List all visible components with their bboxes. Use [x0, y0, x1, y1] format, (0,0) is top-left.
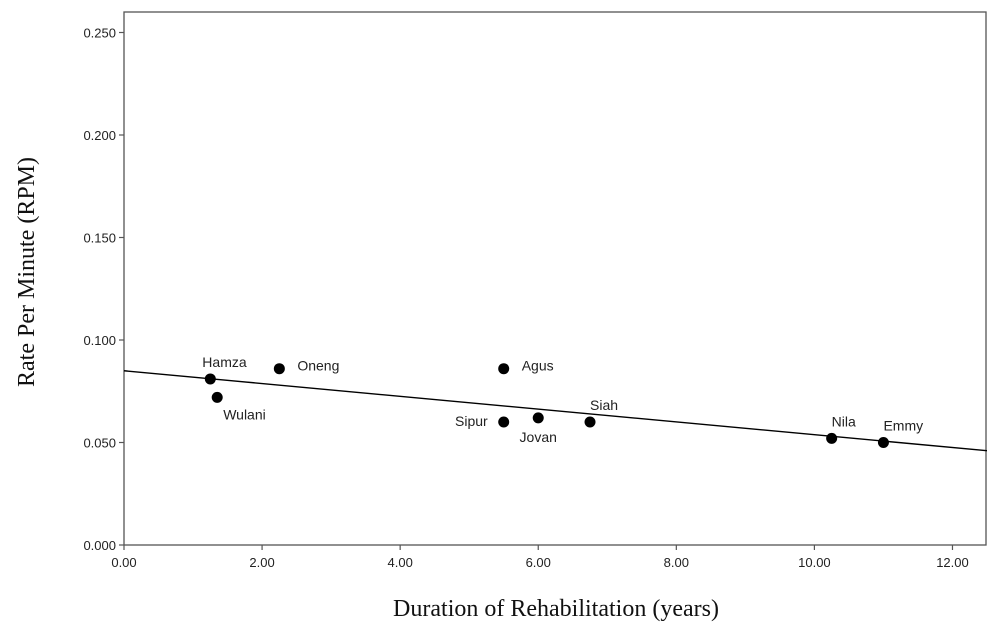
- point-label: Emmy: [883, 418, 923, 434]
- point-label: Oneng: [297, 358, 339, 374]
- x-axis: 0.00 2.00 4.00 6.00 8.00 10.00 12.00: [111, 545, 969, 570]
- y-tick-label: 0.000: [83, 538, 116, 553]
- point-label: Agus: [522, 358, 554, 374]
- point-label: Wulani: [223, 406, 266, 422]
- data-point: [532, 412, 544, 424]
- y-axis: 0.000 0.050 0.100 0.150 0.200 0.250: [83, 26, 124, 553]
- data-point: [273, 363, 285, 375]
- x-tick-label: 2.00: [249, 555, 274, 570]
- y-tick-label: 0.250: [83, 26, 116, 41]
- x-tick-label: 10.00: [798, 555, 831, 570]
- y-axis-title: Rate Per Minute (RPM): [14, 157, 40, 387]
- data-point: [498, 363, 510, 375]
- y-tick-label: 0.050: [83, 436, 116, 451]
- plot-border: [123, 11, 987, 546]
- x-tick-label: 0.00: [111, 555, 136, 570]
- data-point: [211, 391, 223, 403]
- x-tick-label: 4.00: [388, 555, 413, 570]
- point-label: Sipur: [455, 413, 488, 429]
- y-tick-label: 0.100: [83, 333, 116, 348]
- y-tick-label: 0.150: [83, 231, 116, 246]
- point-label: Jovan: [520, 429, 557, 445]
- x-tick-label: 12.00: [936, 555, 969, 570]
- plot-frame: [123, 11, 987, 546]
- data-point: [584, 416, 596, 428]
- data-point: [498, 416, 510, 428]
- data-point: [877, 437, 889, 448]
- points-group: Hamza Wulani Oneng Agus Sipur Jovan Siah Nila Em…: [202, 354, 923, 448]
- data-point: [204, 373, 216, 385]
- x-axis-title: Duration of Rehabilitation (years): [393, 596, 719, 622]
- fit-line: [123, 370, 987, 452]
- x-tick-label: 8.00: [664, 555, 689, 570]
- point-label: Siah: [590, 397, 618, 413]
- y-tick-label: 0.200: [83, 128, 116, 143]
- data-point: [826, 432, 838, 444]
- point-label: Hamza: [202, 354, 247, 370]
- point-label: Nila: [832, 413, 856, 429]
- fit-line-group: [123, 370, 987, 452]
- x-tick-label: 6.00: [526, 555, 551, 570]
